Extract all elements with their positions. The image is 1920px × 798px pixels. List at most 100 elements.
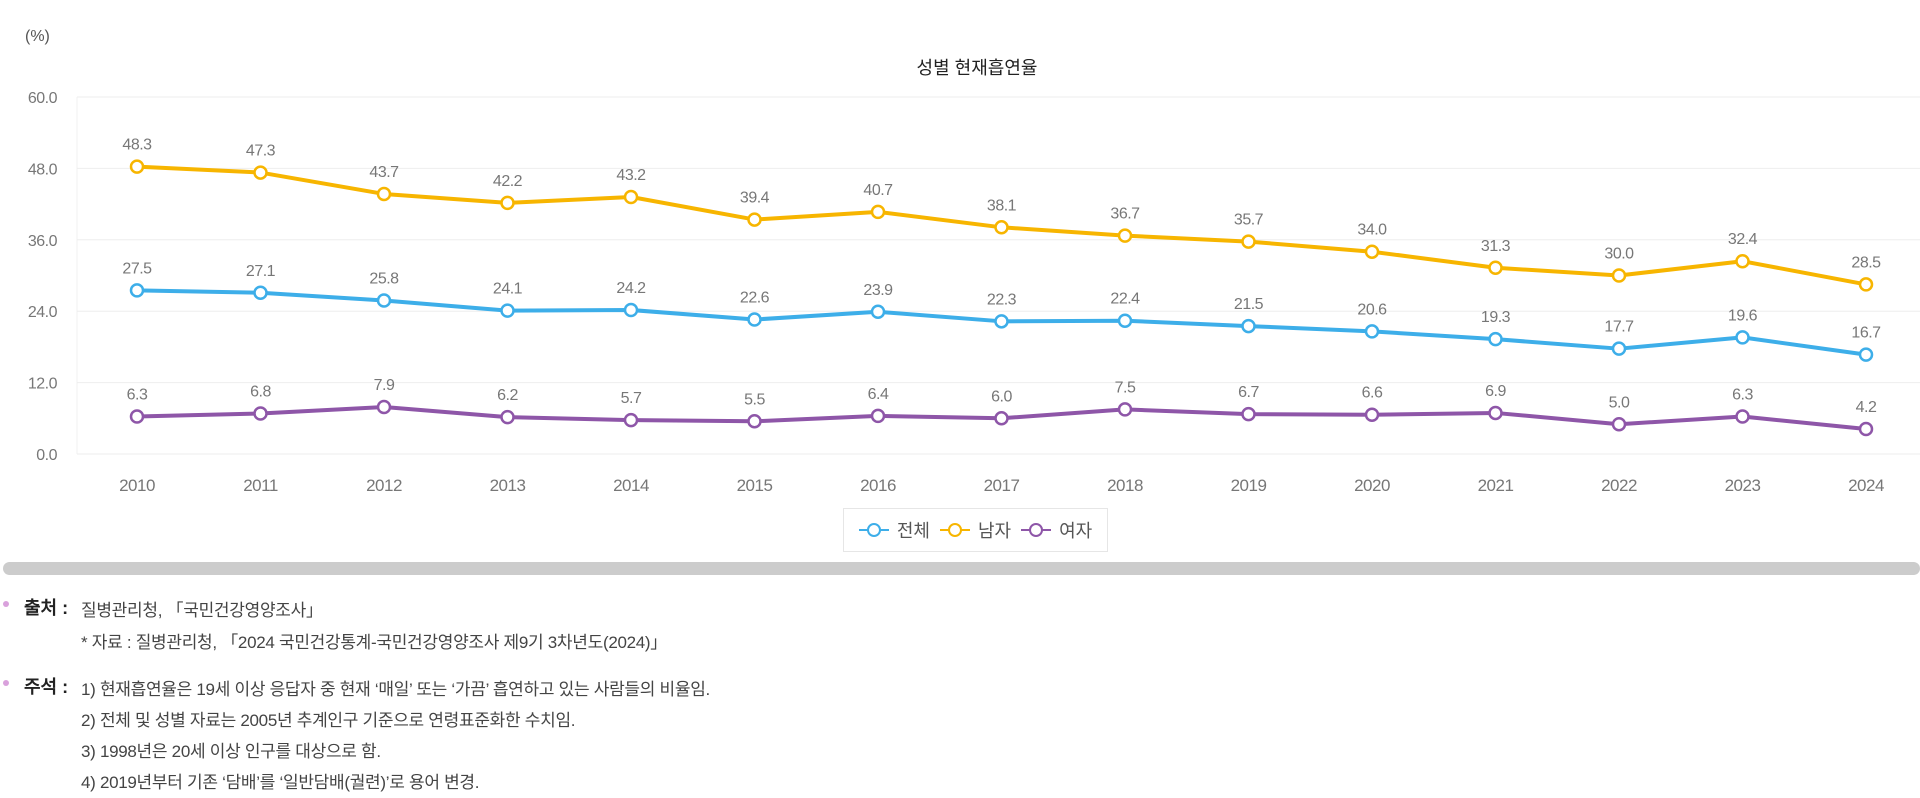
x-tick-label: 2016 — [860, 476, 896, 495]
line-chart: 성별 현재흡연율 0.012.024.036.048.060.0 2010 201… — [28, 58, 1920, 495]
data-label: 6.8 — [250, 384, 271, 401]
data-label: 22.4 — [1110, 291, 1140, 308]
data-point — [1241, 406, 1256, 422]
data-point — [870, 304, 886, 320]
data-point — [1611, 268, 1627, 283]
y-axis: 0.0 12.0 24.0 36.0 48.0 60.0 — [28, 90, 58, 464]
horizontal-scrollbar[interactable] — [3, 562, 1920, 575]
data-point — [623, 302, 639, 318]
data-point — [1735, 253, 1750, 269]
data-label: 7.5 — [1115, 379, 1136, 396]
source-sub-text: * 자료 : 질병관리청, 「2024 국민건강통계-국민건강영양조사 제9기 … — [81, 633, 667, 652]
series-group — [129, 159, 1874, 437]
x-tick-label: 2011 — [243, 476, 278, 495]
x-tick-label: 2012 — [366, 476, 402, 495]
data-point — [994, 411, 1009, 426]
x-tick-label: 2014 — [613, 476, 649, 495]
y-tick-label: 48.0 — [28, 161, 58, 178]
data-label: 23.9 — [863, 282, 893, 299]
legend-line-marker-icon — [939, 523, 970, 537]
data-point — [1364, 324, 1380, 339]
data-label: 40.7 — [863, 182, 893, 199]
data-point — [1117, 313, 1133, 328]
data-label: 27.1 — [246, 263, 276, 280]
x-tick-label: 2013 — [490, 476, 526, 495]
source-text: 질병관리청, 「국민건강영양조사」 — [81, 601, 323, 620]
data-label: 6.4 — [868, 386, 889, 403]
data-label: 7.9 — [374, 377, 395, 394]
data-label: 24.1 — [493, 281, 523, 298]
data-label: 22.6 — [740, 290, 770, 307]
data-label: 47.3 — [246, 143, 276, 160]
data-label: 43.7 — [369, 164, 399, 181]
bullet-icon — [3, 680, 9, 686]
chart-title: 성별 현재흡연율 — [917, 58, 1038, 78]
data-label: 27.5 — [122, 260, 152, 277]
data-label: 35.7 — [1234, 212, 1264, 229]
data-label: 38.1 — [987, 197, 1017, 214]
x-tick-label: 2017 — [984, 476, 1020, 495]
data-point — [1241, 318, 1256, 334]
x-tick-label: 2020 — [1354, 476, 1390, 495]
data-label: 21.5 — [1234, 296, 1264, 313]
data-point — [500, 409, 515, 425]
y-tick-label: 0.0 — [36, 447, 57, 464]
legend-item-female[interactable]: 여자 — [1021, 517, 1092, 543]
data-label: 19.3 — [1481, 309, 1511, 326]
x-tick-label: 2024 — [1848, 476, 1884, 495]
data-point — [253, 285, 268, 301]
data-label: 28.5 — [1851, 254, 1881, 271]
remark-line: 4) 2019년부터 기존 ‘담배’를 ‘일반담배(궐련)’로 용어 변경. — [81, 773, 480, 792]
data-point — [376, 293, 392, 308]
data-point — [1488, 331, 1503, 347]
data-point — [376, 186, 392, 202]
x-tick-label: 2022 — [1601, 476, 1637, 495]
data-label: 30.0 — [1604, 246, 1634, 263]
data-point — [129, 409, 145, 424]
data-point — [1241, 234, 1256, 249]
data-label: 24.2 — [616, 280, 646, 297]
data-point — [376, 399, 392, 415]
data-point — [1364, 244, 1380, 259]
remarks-label: 주석 : — [24, 677, 69, 697]
data-label: 6.3 — [1732, 387, 1753, 404]
x-tick-label: 2023 — [1725, 476, 1761, 495]
legend-line-marker-icon — [1021, 523, 1052, 537]
gridlines — [76, 96, 1920, 455]
remark-line: 1) 현재흡연율은 19세 이상 응답자 중 현재 ‘매일’ 또는 ‘가끔’ 흡… — [81, 680, 710, 699]
y-tick-label: 36.0 — [28, 233, 58, 250]
data-point — [870, 204, 886, 220]
data-point — [1735, 330, 1750, 345]
data-point — [623, 412, 639, 428]
legend-line-marker-icon — [858, 523, 889, 537]
data-point — [1735, 409, 1750, 424]
data-label: 31.3 — [1481, 238, 1511, 255]
data-label: 42.2 — [493, 173, 523, 190]
data-point — [1858, 421, 1874, 437]
data-point — [1611, 341, 1627, 356]
data-label: 48.3 — [122, 137, 152, 154]
data-label: 5.7 — [621, 390, 642, 407]
legend-item-male[interactable]: 남자 — [939, 517, 1012, 543]
data-label: 6.6 — [1362, 385, 1383, 402]
remark-line: 3) 1998년은 20세 이상 인구를 대상으로 함. — [81, 742, 381, 761]
data-point — [1488, 405, 1503, 421]
legend-label: 남자 — [977, 521, 1012, 541]
data-point — [253, 165, 268, 180]
data-point — [994, 314, 1009, 329]
y-tick-label: 60.0 — [28, 90, 58, 107]
remark-line: 2) 전체 및 성별 자료는 2005년 추계인구 기준으로 연령표준화한 수치… — [81, 711, 576, 730]
data-label: 6.7 — [1238, 384, 1259, 401]
bullet-icon — [3, 601, 9, 607]
data-label: 6.0 — [991, 388, 1012, 405]
data-point — [747, 414, 762, 429]
data-point — [129, 159, 145, 174]
y-tick-label: 24.0 — [28, 304, 58, 321]
series-male — [129, 159, 1874, 292]
series-female — [129, 399, 1874, 437]
data-point — [747, 212, 762, 227]
data-label: 19.6 — [1728, 307, 1758, 324]
data-point — [994, 220, 1009, 235]
legend-item-total[interactable]: 전체 — [858, 517, 930, 543]
y-axis-unit-label: (%) — [25, 28, 50, 45]
